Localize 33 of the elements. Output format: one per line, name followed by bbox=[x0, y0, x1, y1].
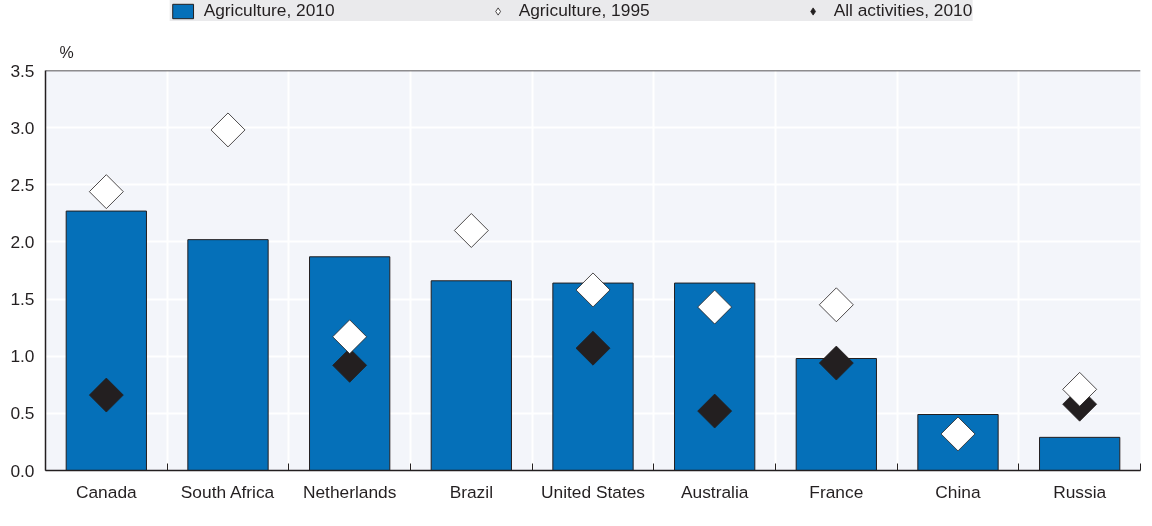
point bbox=[453, 213, 489, 248]
y-axis-title: % bbox=[59, 43, 74, 61]
y-tick-label: 0.0 bbox=[10, 460, 35, 481]
x-tick-label: France bbox=[809, 481, 864, 502]
y-tick-label: 3.0 bbox=[10, 117, 35, 138]
legend-label: Agriculture, 1995 bbox=[518, 0, 650, 21]
y-tick-label: 1.5 bbox=[10, 289, 35, 310]
y-tick-label: 2.0 bbox=[10, 231, 35, 252]
point bbox=[332, 319, 368, 355]
point bbox=[818, 287, 854, 323]
y-tick-label: 2.5 bbox=[10, 174, 35, 195]
point bbox=[88, 174, 124, 210]
legend-label: Agriculture, 2010 bbox=[203, 0, 335, 21]
x-tick-label: China bbox=[935, 481, 981, 502]
x-tick-label: South Africa bbox=[180, 481, 275, 502]
y-tick-label: 1.0 bbox=[10, 346, 35, 367]
y-tick-label: 3.5 bbox=[10, 60, 35, 81]
point bbox=[210, 112, 246, 148]
point bbox=[1062, 371, 1098, 407]
point bbox=[818, 345, 854, 381]
x-tick-label: Canada bbox=[75, 481, 138, 502]
point bbox=[88, 377, 124, 413]
point bbox=[697, 393, 733, 429]
legend-label: All activities, 2010 bbox=[833, 0, 973, 21]
x-tick-label: Australia bbox=[680, 481, 749, 502]
x-tick-label: Russia bbox=[1053, 481, 1107, 502]
x-tick-label: United States bbox=[540, 481, 646, 502]
y-tick-label: 0.5 bbox=[10, 403, 35, 424]
x-tick-label: Netherlands bbox=[302, 481, 397, 502]
point bbox=[575, 272, 611, 308]
x-tick-label: Brazil bbox=[449, 481, 494, 502]
point bbox=[575, 330, 611, 366]
point bbox=[697, 289, 733, 325]
